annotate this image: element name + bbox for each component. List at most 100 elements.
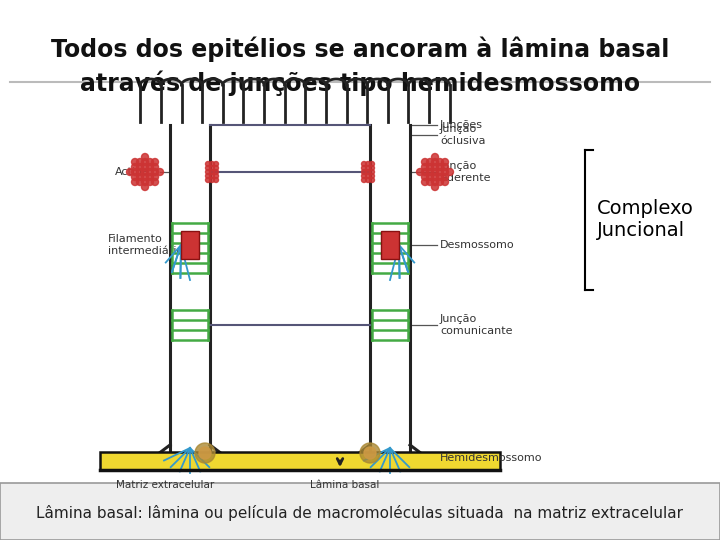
Circle shape <box>421 179 428 186</box>
Circle shape <box>441 179 449 186</box>
Text: Hemidesmossomo: Hemidesmossomo <box>440 453 542 463</box>
Circle shape <box>137 159 143 165</box>
Bar <box>381 231 399 259</box>
Circle shape <box>205 165 210 171</box>
Circle shape <box>146 164 153 171</box>
Circle shape <box>210 170 215 174</box>
Circle shape <box>416 168 423 176</box>
Circle shape <box>361 178 366 183</box>
Circle shape <box>426 173 433 180</box>
Circle shape <box>205 161 210 166</box>
Circle shape <box>142 184 148 191</box>
Circle shape <box>369 173 374 179</box>
Circle shape <box>441 173 449 180</box>
Circle shape <box>132 159 138 165</box>
Circle shape <box>436 173 444 180</box>
Circle shape <box>151 173 158 180</box>
Text: Junção
aderente: Junção aderente <box>440 161 490 183</box>
Text: Desmossomo: Desmossomo <box>440 240 515 250</box>
Circle shape <box>431 164 438 171</box>
Circle shape <box>366 173 371 179</box>
Circle shape <box>361 173 366 179</box>
Circle shape <box>199 447 211 459</box>
Circle shape <box>137 179 143 186</box>
Circle shape <box>151 164 158 171</box>
Circle shape <box>205 178 210 183</box>
Bar <box>181 231 199 259</box>
Circle shape <box>142 164 148 171</box>
Circle shape <box>205 173 210 179</box>
Text: Junções: Junções <box>440 120 483 130</box>
Circle shape <box>369 170 374 174</box>
Circle shape <box>142 159 148 165</box>
Circle shape <box>369 161 374 166</box>
Circle shape <box>426 159 433 165</box>
Circle shape <box>366 161 371 166</box>
Circle shape <box>146 173 153 180</box>
Circle shape <box>195 443 215 463</box>
Text: Complexo
Juncional: Complexo Juncional <box>597 199 694 240</box>
Text: Lâmina basal: lâmina ou película de macromoléculas situada  na matriz extracelul: Lâmina basal: lâmina ou película de macr… <box>37 505 683 521</box>
Circle shape <box>137 168 143 176</box>
Circle shape <box>360 443 380 463</box>
Circle shape <box>426 179 433 186</box>
Circle shape <box>366 170 371 174</box>
Circle shape <box>421 168 428 176</box>
Circle shape <box>426 168 433 176</box>
Circle shape <box>369 178 374 183</box>
Circle shape <box>142 179 148 186</box>
Circle shape <box>151 159 158 165</box>
Text: Junção
óclusiva: Junção óclusiva <box>440 124 485 146</box>
Circle shape <box>142 168 148 176</box>
Circle shape <box>436 164 444 171</box>
Circle shape <box>431 159 438 165</box>
Circle shape <box>436 159 444 165</box>
Circle shape <box>446 168 454 176</box>
Circle shape <box>426 164 433 171</box>
Circle shape <box>214 178 218 183</box>
Circle shape <box>431 168 438 176</box>
Circle shape <box>431 184 438 191</box>
Circle shape <box>441 168 449 176</box>
Text: Matriz extracelular: Matriz extracelular <box>116 480 214 490</box>
Bar <box>10 84 700 482</box>
Bar <box>100 452 500 470</box>
Circle shape <box>421 164 428 171</box>
Text: Todos dos epitélios se ancoram à lâmina basal
através de junções tipo hemidesmos: Todos dos epitélios se ancoram à lâmina … <box>51 37 669 96</box>
Circle shape <box>127 168 133 176</box>
Circle shape <box>132 164 138 171</box>
Circle shape <box>431 179 438 186</box>
Circle shape <box>210 165 215 171</box>
Circle shape <box>421 159 428 165</box>
Circle shape <box>436 168 444 176</box>
Circle shape <box>361 161 366 166</box>
Text: Filamento
intermediário: Filamento intermediário <box>108 234 184 256</box>
Circle shape <box>137 164 143 171</box>
Circle shape <box>361 165 366 171</box>
Circle shape <box>210 161 215 166</box>
Circle shape <box>142 173 148 180</box>
Circle shape <box>146 179 153 186</box>
Text: Junção
comunicante: Junção comunicante <box>440 314 513 336</box>
Circle shape <box>151 179 158 186</box>
Circle shape <box>142 153 148 160</box>
Circle shape <box>364 447 376 459</box>
Circle shape <box>146 159 153 165</box>
Circle shape <box>146 168 153 176</box>
Circle shape <box>361 170 366 174</box>
Circle shape <box>214 165 218 171</box>
Circle shape <box>431 153 438 160</box>
Circle shape <box>441 164 449 171</box>
Circle shape <box>210 173 215 179</box>
Circle shape <box>366 178 371 183</box>
Bar <box>0 483 720 540</box>
Circle shape <box>436 179 444 186</box>
Circle shape <box>431 173 438 180</box>
Circle shape <box>441 159 449 165</box>
Circle shape <box>205 170 210 174</box>
Circle shape <box>214 161 218 166</box>
Circle shape <box>137 173 143 180</box>
Circle shape <box>210 178 215 183</box>
Circle shape <box>369 165 374 171</box>
Circle shape <box>421 173 428 180</box>
